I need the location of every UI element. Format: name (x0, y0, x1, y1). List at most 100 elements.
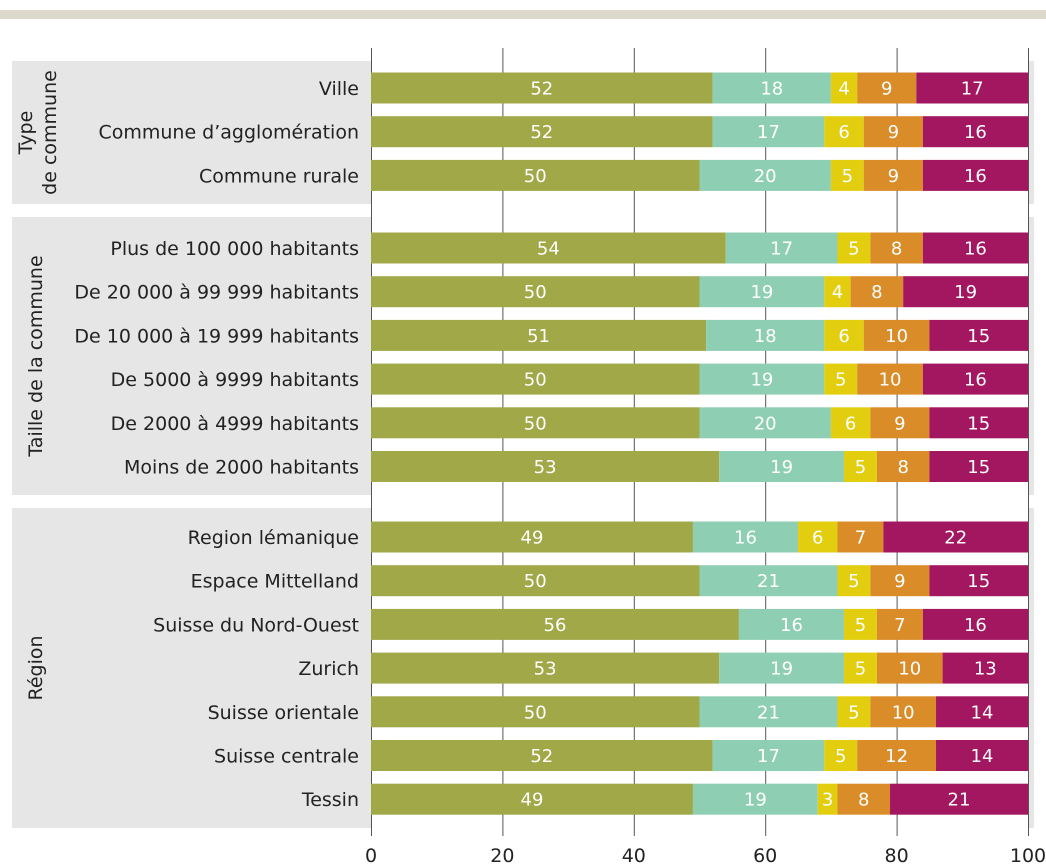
category-label: Tessin (301, 789, 359, 811)
bar-value-label: 19 (750, 282, 773, 303)
bar-segment (870, 407, 930, 439)
bar-value-label: 50 (524, 370, 547, 391)
bar-segment (371, 72, 713, 104)
x-tick-label: 20 (490, 845, 514, 866)
bar-segment (699, 565, 838, 597)
x-axis-ticks: 0 20 40 60 80 100 (365, 845, 1046, 866)
bar-segment (719, 451, 845, 482)
bar-segment (890, 783, 1028, 815)
bar-segment (371, 116, 713, 148)
bar-value-label: 4 (838, 79, 849, 100)
bar-value-label: 52 (530, 746, 553, 767)
bar-value-label: 20 (754, 413, 777, 434)
bar-segment (824, 740, 858, 771)
bar-value-label: 14 (971, 702, 994, 723)
group-label: de commune (39, 70, 61, 195)
bar-value-label: 21 (757, 702, 780, 723)
bar-value-label: 9 (894, 413, 905, 434)
category-label: Plus de 100 000 habitants (110, 238, 359, 260)
bar-segment (883, 521, 1028, 553)
bar-value-label: 53 (534, 457, 557, 478)
bar-value-label: 14 (971, 746, 994, 767)
bar-segment (929, 451, 1028, 482)
bar-value-label: 20 (754, 166, 777, 187)
bar-segment (371, 159, 700, 191)
bar-value-label: 17 (770, 239, 793, 260)
bar-value-label: 53 (534, 659, 557, 680)
bar-value-label: 49 (521, 528, 544, 549)
bar-value-label: 7 (855, 528, 866, 549)
bar-value-label: 10 (885, 326, 908, 347)
bar-value-label: 21 (757, 571, 780, 592)
bar-segment (837, 521, 884, 553)
bar-value-label: 9 (888, 166, 899, 187)
category-label: Suisse orientale (208, 702, 359, 724)
category-label: Commune d’agglomération (98, 122, 359, 144)
bar-value-label: 16 (964, 122, 987, 143)
bar-value-label: 13 (974, 659, 997, 680)
bar-segment (371, 521, 693, 553)
bar-segment (371, 363, 700, 395)
bar-value-label: 16 (780, 615, 803, 636)
bar-segment (824, 276, 851, 308)
bar-segment (850, 276, 904, 308)
bar-value-label: 52 (530, 122, 553, 143)
bar-segment (870, 696, 937, 728)
bar-value-label: 50 (524, 282, 547, 303)
bar-segment (725, 232, 838, 264)
bar-value-label: 6 (838, 326, 849, 347)
bar-segment (857, 72, 917, 104)
bar-value-label: 52 (530, 79, 553, 100)
bar-segment (692, 783, 818, 815)
bar-segment (712, 72, 831, 104)
bar-value-label: 7 (894, 615, 905, 636)
bar-value-label: 5 (848, 571, 859, 592)
bar-value-label: 19 (770, 659, 793, 680)
bar-value-label: 10 (898, 659, 921, 680)
bar-value-label: 18 (754, 326, 777, 347)
bar-segment (844, 652, 877, 684)
bar-segment (699, 696, 838, 728)
bar-segment (929, 565, 1028, 597)
bar-value-label: 18 (760, 79, 783, 100)
category-label: De 5000 à 9999 habitants (111, 369, 359, 391)
bar-segment (371, 652, 720, 684)
bar-segment (371, 565, 700, 597)
bar-value-label: 17 (961, 79, 984, 100)
bar-segment (371, 740, 713, 771)
bar-value-label: 50 (524, 571, 547, 592)
bar-segment (857, 740, 937, 771)
bar-segment (844, 608, 877, 640)
category-label: Suisse centrale (214, 746, 359, 768)
bar-segment (371, 696, 700, 728)
bar-value-label: 10 (879, 370, 902, 391)
bar-value-label: 6 (838, 122, 849, 143)
bar-segment (824, 363, 858, 395)
bar-segment (863, 116, 923, 148)
bar-value-label: 12 (885, 746, 908, 767)
bar-segment (699, 276, 825, 308)
bar-value-label: 5 (842, 166, 853, 187)
group-labels: Type de commune Taille de la commune Région (15, 70, 61, 700)
bar-segment (870, 232, 923, 264)
bar-value-label: 15 (967, 457, 990, 478)
bar-value-label: 51 (527, 326, 550, 347)
bar-segment (824, 319, 864, 351)
bar-segment (863, 159, 923, 191)
bar-segment (692, 521, 799, 553)
category-label: De 20 000 à 99 999 habitants (74, 282, 359, 304)
bar-segment (916, 72, 1028, 104)
bar-segment (936, 696, 1028, 728)
category-label: Suisse du Nord-Ouest (153, 614, 359, 636)
bar-value-label: 9 (881, 79, 892, 100)
bar-segment (371, 276, 700, 308)
bar-segment (706, 319, 825, 351)
bar-segment (371, 451, 720, 482)
bar-value-label: 9 (888, 122, 899, 143)
bar-segment (922, 159, 1028, 191)
group-label: Taille de la commune (25, 255, 47, 457)
bar-segment (738, 608, 845, 640)
bar-segment (798, 521, 838, 553)
bar-value-label: 15 (967, 413, 990, 434)
bar-value-label: 22 (944, 528, 967, 549)
